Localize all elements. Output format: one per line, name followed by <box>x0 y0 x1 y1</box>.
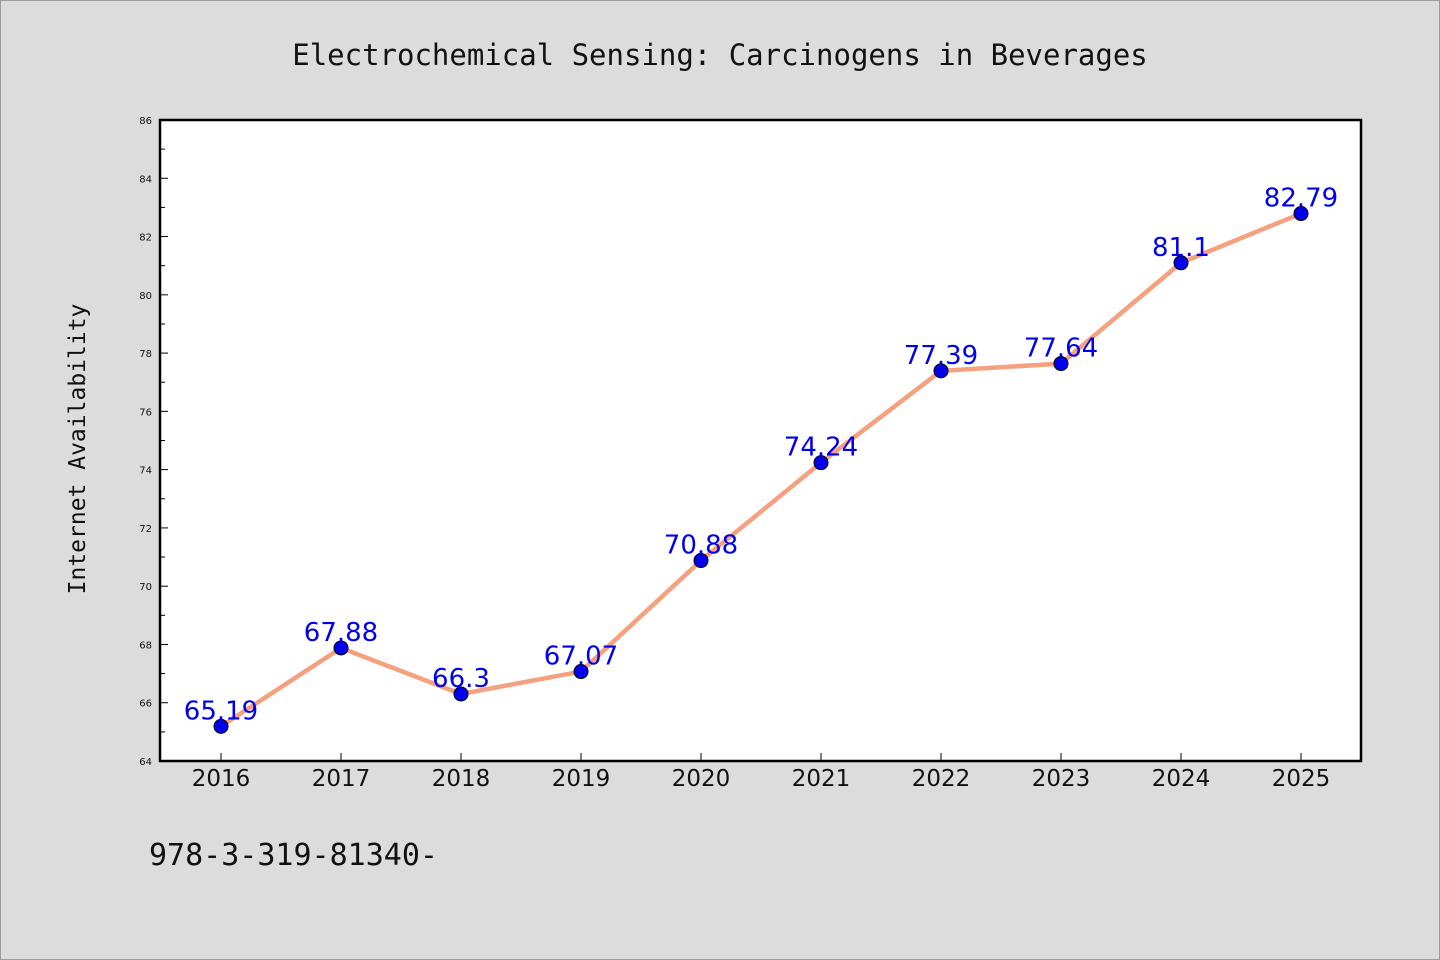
data-point <box>453 686 469 702</box>
y-tick-label: 86 <box>139 116 152 127</box>
data-point <box>573 664 589 680</box>
data-markers <box>213 206 1309 734</box>
y-tick-label: 76 <box>139 407 152 418</box>
data-label: 70.88 <box>664 531 738 561</box>
data-point <box>213 718 229 734</box>
series-line-group <box>218 211 1304 729</box>
y-tick-label: 74 <box>139 466 152 477</box>
x-tick-label: 2018 <box>432 766 491 792</box>
series-line <box>218 211 1304 729</box>
bottom-annotation: 978-3-319-81340- <box>149 838 438 873</box>
y-axis-ticks: 64 66 68 70 72 74 76 78 80 82 84 86 <box>139 116 168 768</box>
y-axis-label: Internet Availability <box>65 304 91 595</box>
x-tick-label: 2021 <box>792 766 851 792</box>
data-label: 77.39 <box>904 341 978 371</box>
y-tick-label: 70 <box>139 582 152 593</box>
x-tick-label: 2019 <box>552 766 611 792</box>
data-point <box>1293 206 1309 222</box>
x-tick-label: 2022 <box>912 766 971 792</box>
data-label: 74.24 <box>784 433 858 463</box>
data-labels: 65.19 67.88 66.3 67.07 70.88 74.24 77.39 77.64 8… <box>184 184 1338 727</box>
data-point <box>1173 255 1189 271</box>
data-label: 66.3 <box>432 664 490 694</box>
data-point <box>1053 356 1069 372</box>
plot-area <box>158 118 1363 763</box>
y-tick-label: 66 <box>139 699 152 710</box>
y-tick-label: 72 <box>139 524 152 535</box>
x-tick-label: 2023 <box>1032 766 1091 792</box>
data-point <box>333 640 349 656</box>
x-tick-label: 2024 <box>1152 766 1211 792</box>
data-label: 77.64 <box>1024 334 1098 364</box>
x-axis-ticks: 2016 2017 2018 2019 2020 2021 2022 2023 2024 2025 <box>192 753 1331 792</box>
y-tick-label: 78 <box>139 349 152 360</box>
data-label: 81.1 <box>1152 233 1210 263</box>
data-point <box>813 455 829 471</box>
data-label: 67.88 <box>304 618 378 648</box>
x-tick-label: 2016 <box>192 766 251 792</box>
x-tick-label: 2020 <box>672 766 731 792</box>
x-tick-label: 2017 <box>312 766 371 792</box>
data-point <box>693 553 709 569</box>
data-label: 82.79 <box>1264 184 1338 214</box>
data-label: 65.19 <box>184 696 258 726</box>
data-point <box>933 363 949 379</box>
y-tick-label: 82 <box>139 233 152 244</box>
y-tick-label: 84 <box>139 174 152 185</box>
y-tick-label: 80 <box>139 291 152 302</box>
x-tick-label: 2025 <box>1272 766 1331 792</box>
y-tick-label: 68 <box>139 640 152 651</box>
chart-title: Electrochemical Sensing: Carcinogens in … <box>292 38 1148 72</box>
data-label: 67.07 <box>544 642 618 672</box>
y-tick-label: 64 <box>139 757 152 768</box>
